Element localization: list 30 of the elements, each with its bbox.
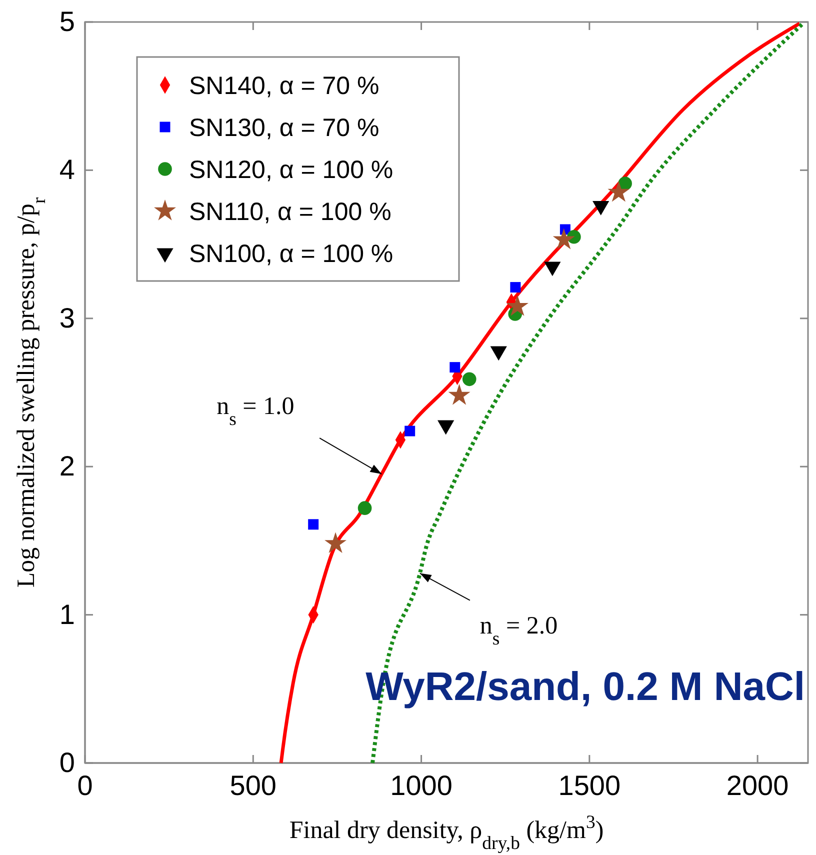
y-tick-label: 1 <box>59 598 75 630</box>
point <box>608 180 630 202</box>
y-tick-label: 2 <box>59 450 75 482</box>
point <box>448 384 470 405</box>
y-tick-label: 3 <box>59 302 75 334</box>
legend-label: SN120, α = 100 % <box>189 156 394 184</box>
point <box>506 294 528 316</box>
point <box>450 362 460 373</box>
point <box>324 532 347 554</box>
point <box>510 282 521 293</box>
y-tick-label: 0 <box>59 746 75 778</box>
point <box>358 501 372 515</box>
y-tick-label: 4 <box>59 154 75 186</box>
legend-label: SN130, α = 70 % <box>189 114 380 142</box>
annotation: WyR2/sand, 0.2 M NaCl <box>366 665 805 709</box>
legend-label: SN100, α = 100 % <box>189 240 394 268</box>
x-tick-label: 1500 <box>558 770 621 801</box>
annotation: n$_{s}$ = 1.0 <box>216 393 294 430</box>
y-tick-label: 5 <box>59 6 75 37</box>
x-axis-title: Final dry density, ρ$_{dry,b}$ (kg/m$^{3}$) <box>289 812 604 854</box>
point <box>462 372 476 386</box>
x-tick-label: 2000 <box>726 770 789 801</box>
legend-label: SN140, α = 70 % <box>189 72 380 100</box>
point <box>404 426 416 436</box>
annotation: n$_{s}$ = 2.0 <box>480 612 558 649</box>
x-tick-label: 500 <box>230 770 276 801</box>
point <box>552 228 575 250</box>
point <box>308 519 319 530</box>
legend-label: SN110, α = 100 % <box>189 198 392 226</box>
x-tick-label: 1000 <box>390 770 452 801</box>
